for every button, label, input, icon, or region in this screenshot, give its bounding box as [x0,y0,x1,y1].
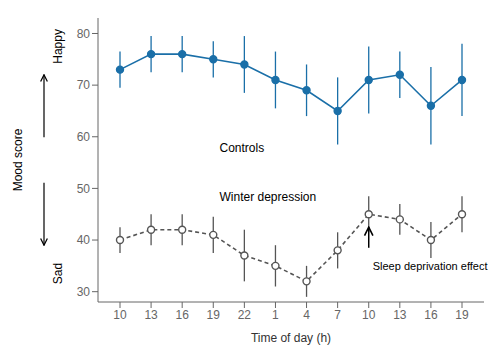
svg-text:40: 40 [77,233,91,247]
svg-text:50: 50 [77,182,91,196]
svg-text:80: 80 [77,27,91,41]
svg-text:13: 13 [393,308,407,322]
svg-text:4: 4 [303,308,310,322]
svg-text:10: 10 [113,308,127,322]
svg-text:Mood score: Mood score [11,128,25,191]
svg-text:70: 70 [77,78,91,92]
svg-text:16: 16 [176,308,190,322]
svg-text:16: 16 [424,308,438,322]
svg-text:30: 30 [77,285,91,299]
svg-text:13: 13 [144,308,158,322]
svg-text:Happy: Happy [51,29,65,64]
svg-text:Winter depression: Winter depression [219,190,316,204]
svg-text:Time of day (h): Time of day (h) [251,331,331,345]
svg-text:60: 60 [77,130,91,144]
svg-text:1: 1 [272,308,279,322]
svg-text:Controls: Controls [219,141,264,155]
svg-text:22: 22 [238,308,252,322]
svg-text:Sleep deprivation effect: Sleep deprivation effect [373,260,488,272]
svg-text:19: 19 [455,308,469,322]
svg-text:19: 19 [207,308,221,322]
svg-text:10: 10 [362,308,376,322]
svg-text:Sad: Sad [51,263,65,284]
svg-text:7: 7 [334,308,341,322]
